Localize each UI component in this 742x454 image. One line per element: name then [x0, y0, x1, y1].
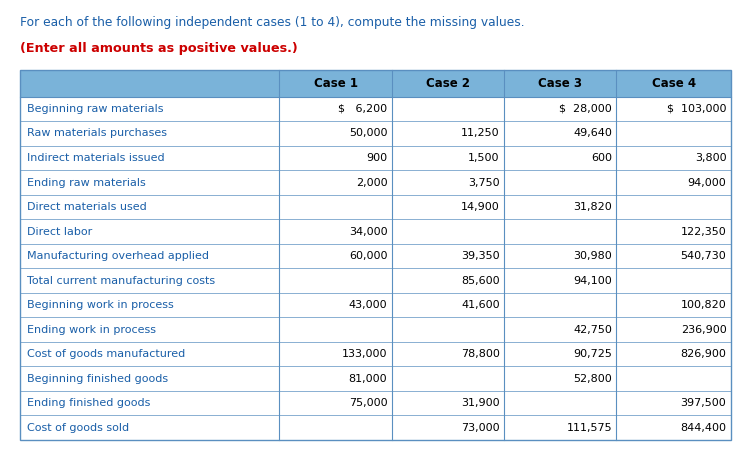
- Text: 826,900: 826,900: [680, 349, 726, 359]
- Text: Raw materials purchases: Raw materials purchases: [27, 128, 168, 138]
- Text: 75,000: 75,000: [349, 398, 387, 408]
- Bar: [20, 70, 731, 97]
- Bar: [20, 121, 731, 146]
- Bar: [20, 170, 731, 195]
- Text: $   6,200: $ 6,200: [338, 104, 387, 114]
- Text: Direct labor: Direct labor: [27, 227, 93, 237]
- Text: 41,600: 41,600: [461, 300, 499, 310]
- Text: Indirect materials issued: Indirect materials issued: [27, 153, 165, 163]
- Text: 30,980: 30,980: [574, 251, 612, 261]
- Text: 3,750: 3,750: [468, 178, 499, 188]
- Text: 85,600: 85,600: [461, 276, 499, 286]
- Bar: [20, 342, 731, 366]
- Bar: [20, 415, 731, 440]
- Text: Case 4: Case 4: [651, 77, 696, 90]
- Bar: [20, 366, 731, 391]
- Text: 31,900: 31,900: [461, 398, 499, 408]
- Text: Ending raw materials: Ending raw materials: [27, 178, 146, 188]
- Text: Case 3: Case 3: [538, 77, 582, 90]
- Bar: [20, 391, 731, 415]
- Text: 100,820: 100,820: [680, 300, 726, 310]
- Text: Manufacturing overhead applied: Manufacturing overhead applied: [27, 251, 209, 261]
- Bar: [20, 70, 731, 440]
- Text: 94,000: 94,000: [688, 178, 726, 188]
- Text: Total current manufacturing costs: Total current manufacturing costs: [27, 276, 216, 286]
- Text: Beginning raw materials: Beginning raw materials: [27, 104, 164, 114]
- Text: 94,100: 94,100: [574, 276, 612, 286]
- Text: 236,900: 236,900: [680, 325, 726, 335]
- Text: Direct materials used: Direct materials used: [27, 202, 147, 212]
- Text: 122,350: 122,350: [680, 227, 726, 237]
- Text: 34,000: 34,000: [349, 227, 387, 237]
- Text: 133,000: 133,000: [342, 349, 387, 359]
- Text: Cost of goods manufactured: Cost of goods manufactured: [27, 349, 186, 359]
- Bar: [20, 97, 731, 121]
- Text: Case 1: Case 1: [314, 77, 358, 90]
- Bar: [20, 244, 731, 268]
- Text: 540,730: 540,730: [680, 251, 726, 261]
- Bar: [20, 195, 731, 219]
- Text: 11,250: 11,250: [461, 128, 499, 138]
- Text: 42,750: 42,750: [573, 325, 612, 335]
- Text: $  28,000: $ 28,000: [559, 104, 612, 114]
- Text: (Enter all amounts as positive values.): (Enter all amounts as positive values.): [20, 42, 298, 55]
- Text: For each of the following independent cases (1 to 4), compute the missing values: For each of the following independent ca…: [20, 16, 525, 29]
- Text: 50,000: 50,000: [349, 128, 387, 138]
- Text: 1,500: 1,500: [468, 153, 499, 163]
- Bar: [20, 317, 731, 342]
- Text: 73,000: 73,000: [461, 423, 499, 433]
- Text: 81,000: 81,000: [349, 374, 387, 384]
- Text: $  103,000: $ 103,000: [667, 104, 726, 114]
- Bar: [20, 146, 731, 170]
- Text: 60,000: 60,000: [349, 251, 387, 261]
- Text: Ending finished goods: Ending finished goods: [27, 398, 151, 408]
- Text: 900: 900: [367, 153, 387, 163]
- Text: 844,400: 844,400: [680, 423, 726, 433]
- Text: 78,800: 78,800: [461, 349, 499, 359]
- Bar: [20, 219, 731, 244]
- Text: 31,820: 31,820: [574, 202, 612, 212]
- Text: Beginning work in process: Beginning work in process: [27, 300, 174, 310]
- Bar: [20, 268, 731, 293]
- Text: 3,800: 3,800: [695, 153, 726, 163]
- Text: 39,350: 39,350: [461, 251, 499, 261]
- Text: 2,000: 2,000: [355, 178, 387, 188]
- Text: 49,640: 49,640: [573, 128, 612, 138]
- Text: 111,575: 111,575: [566, 423, 612, 433]
- Text: 43,000: 43,000: [349, 300, 387, 310]
- Text: 397,500: 397,500: [680, 398, 726, 408]
- Text: 600: 600: [591, 153, 612, 163]
- Text: Beginning finished goods: Beginning finished goods: [27, 374, 168, 384]
- Text: 52,800: 52,800: [574, 374, 612, 384]
- Text: 14,900: 14,900: [461, 202, 499, 212]
- Text: Cost of goods sold: Cost of goods sold: [27, 423, 130, 433]
- Bar: [20, 293, 731, 317]
- Text: 90,725: 90,725: [573, 349, 612, 359]
- Text: Case 2: Case 2: [426, 77, 470, 90]
- Text: Ending work in process: Ending work in process: [27, 325, 157, 335]
